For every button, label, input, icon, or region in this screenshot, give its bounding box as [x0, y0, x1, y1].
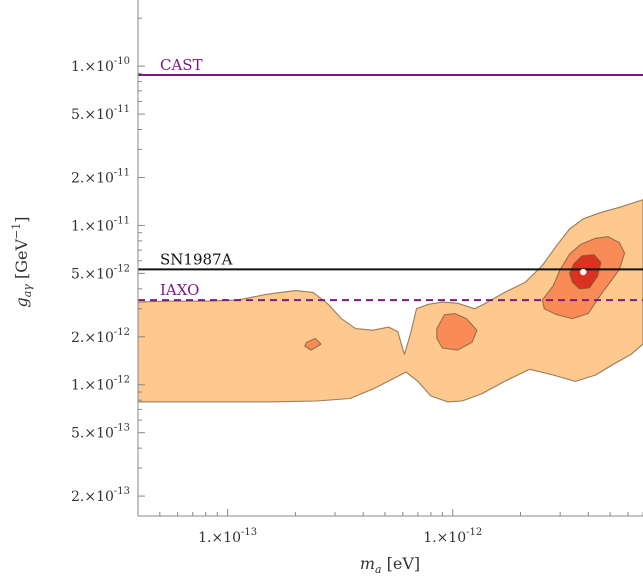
contour-regions: [138, 199, 643, 403]
contour-region-outer-0: [138, 199, 643, 403]
y-tick-label: 1.×10-12: [71, 375, 130, 394]
reference-lines: [138, 73, 643, 302]
y-tick-label: 2.×10-12: [71, 327, 130, 346]
y-tick-label: 1.×10-11: [71, 215, 130, 234]
axis-labels: CAST SN1987A IAXO ma [eV] gaγ [GeV−1]: [10, 56, 420, 576]
contour-region-middle-2: [436, 312, 478, 351]
x-tick-label: 1.×10-13: [198, 527, 257, 546]
x-axis-title: ma [eV]: [360, 554, 420, 576]
reference-line-label-cast: CAST: [160, 56, 203, 74]
y-tick-label: 5.×10-13: [71, 423, 130, 442]
x-tick-label: 1.×10-12: [423, 527, 482, 546]
plot-frame: [137, 0, 643, 517]
best-fit-point: [580, 268, 587, 276]
axis-ticks: 1.×10-10 5.×10-11 2.×10-11 1.×10-11 5.×10-12…: [71, 17, 643, 546]
y-tick-label: 1.×10-10: [71, 56, 130, 75]
reference-line-label-sn1987a: SN1987A: [160, 250, 233, 268]
y-tick-label: 5.×10-11: [71, 104, 130, 123]
y-axis-title: gaγ [GeV−1]: [10, 217, 34, 308]
reference-line-label-iaxo: IAXO: [160, 281, 199, 299]
contour-region-middle-1: [304, 337, 322, 351]
y-tick-label: 2.×10-13: [71, 486, 130, 505]
best-fit-layer: [580, 268, 587, 276]
y-tick-label: 5.×10-12: [71, 263, 130, 282]
y-tick-label: 2.×10-11: [71, 167, 130, 186]
